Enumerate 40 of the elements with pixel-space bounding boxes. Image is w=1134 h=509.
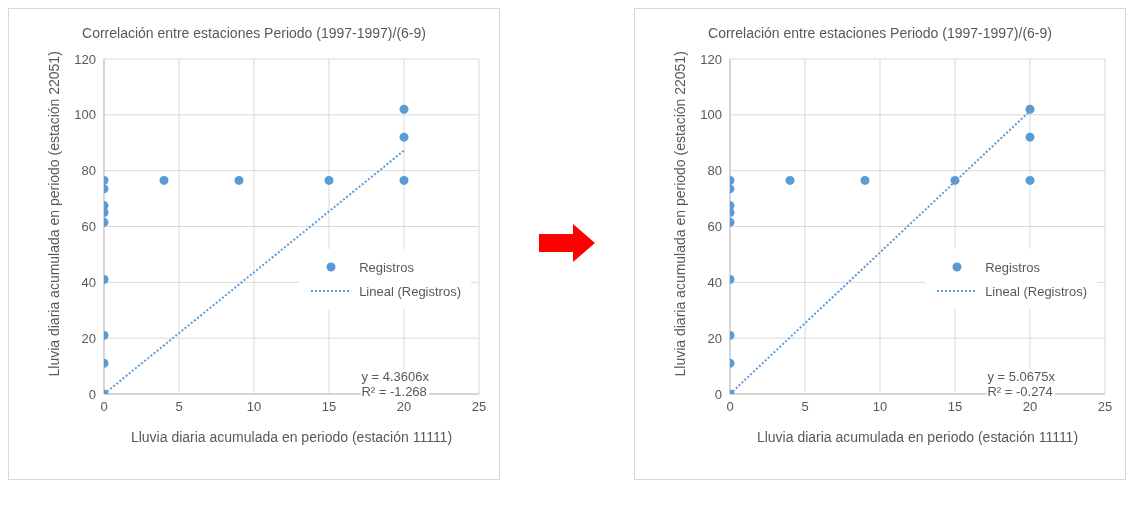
y-tick-label: 100 <box>74 107 96 123</box>
y-tick-label: 0 <box>88 386 96 402</box>
annotation: y = 5.0675x <box>987 369 1055 384</box>
y-tick-label: 60 <box>707 219 722 235</box>
x-tick-label: 10 <box>246 399 262 415</box>
x-tick-label: 10 <box>872 399 888 415</box>
annotation: R² = -1.268 <box>361 384 428 399</box>
y-tick-label: 120 <box>74 51 96 67</box>
x-tick-label: 5 <box>801 399 809 415</box>
y-tick-label: 60 <box>81 219 96 235</box>
x-tick-label: 15 <box>947 399 963 415</box>
y-tick-label: 100 <box>700 107 722 123</box>
y-tick-label: 0 <box>714 386 722 402</box>
x-tick-label: 15 <box>321 399 337 415</box>
legend-label: Lineal (Registros) <box>985 283 1087 299</box>
legend-label: Registros <box>985 259 1041 275</box>
annotation: R² = -0.274 <box>987 384 1054 399</box>
y-tick-label: 120 <box>700 51 722 67</box>
x-tick-label: 5 <box>175 399 183 415</box>
x-tick-label: 25 <box>471 399 487 415</box>
x-axis-title: Lluvia diaria acumulada en periodo (estación 11111) <box>756 429 1079 445</box>
y-axis-title: Lluvia diaria acumulada en periodo (estación 22051) <box>671 51 688 377</box>
y-tick-label: 40 <box>81 274 96 290</box>
x-tick-label: 0 <box>100 399 108 415</box>
x-tick-label: 0 <box>726 399 734 415</box>
y-tick-label: 20 <box>707 330 722 346</box>
y-tick-label: 80 <box>81 163 96 179</box>
y-tick-label: 80 <box>707 163 722 179</box>
y-tick-label: 40 <box>707 274 722 290</box>
annotation: y = 4.3606x <box>361 369 429 384</box>
x-tick-label: 25 <box>1097 399 1113 415</box>
chart-title: Correlación entre estaciones Periodo (1997-1997)/(6-9) <box>707 25 1053 41</box>
chart-title: Correlación entre estaciones Periodo (1997-1997)/(6-9) <box>81 25 427 41</box>
legend-label: Lineal (Registros) <box>359 283 461 299</box>
y-tick-label: 20 <box>81 330 96 346</box>
x-tick-label: 20 <box>396 399 412 415</box>
y-axis-title: Lluvia diaria acumulada en periodo (estación 22051) <box>45 51 62 377</box>
legend-label: Registros <box>359 259 415 275</box>
x-tick-label: 20 <box>1022 399 1038 415</box>
x-axis-title: Lluvia diaria acumulada en periodo (estación 11111) <box>130 429 453 445</box>
